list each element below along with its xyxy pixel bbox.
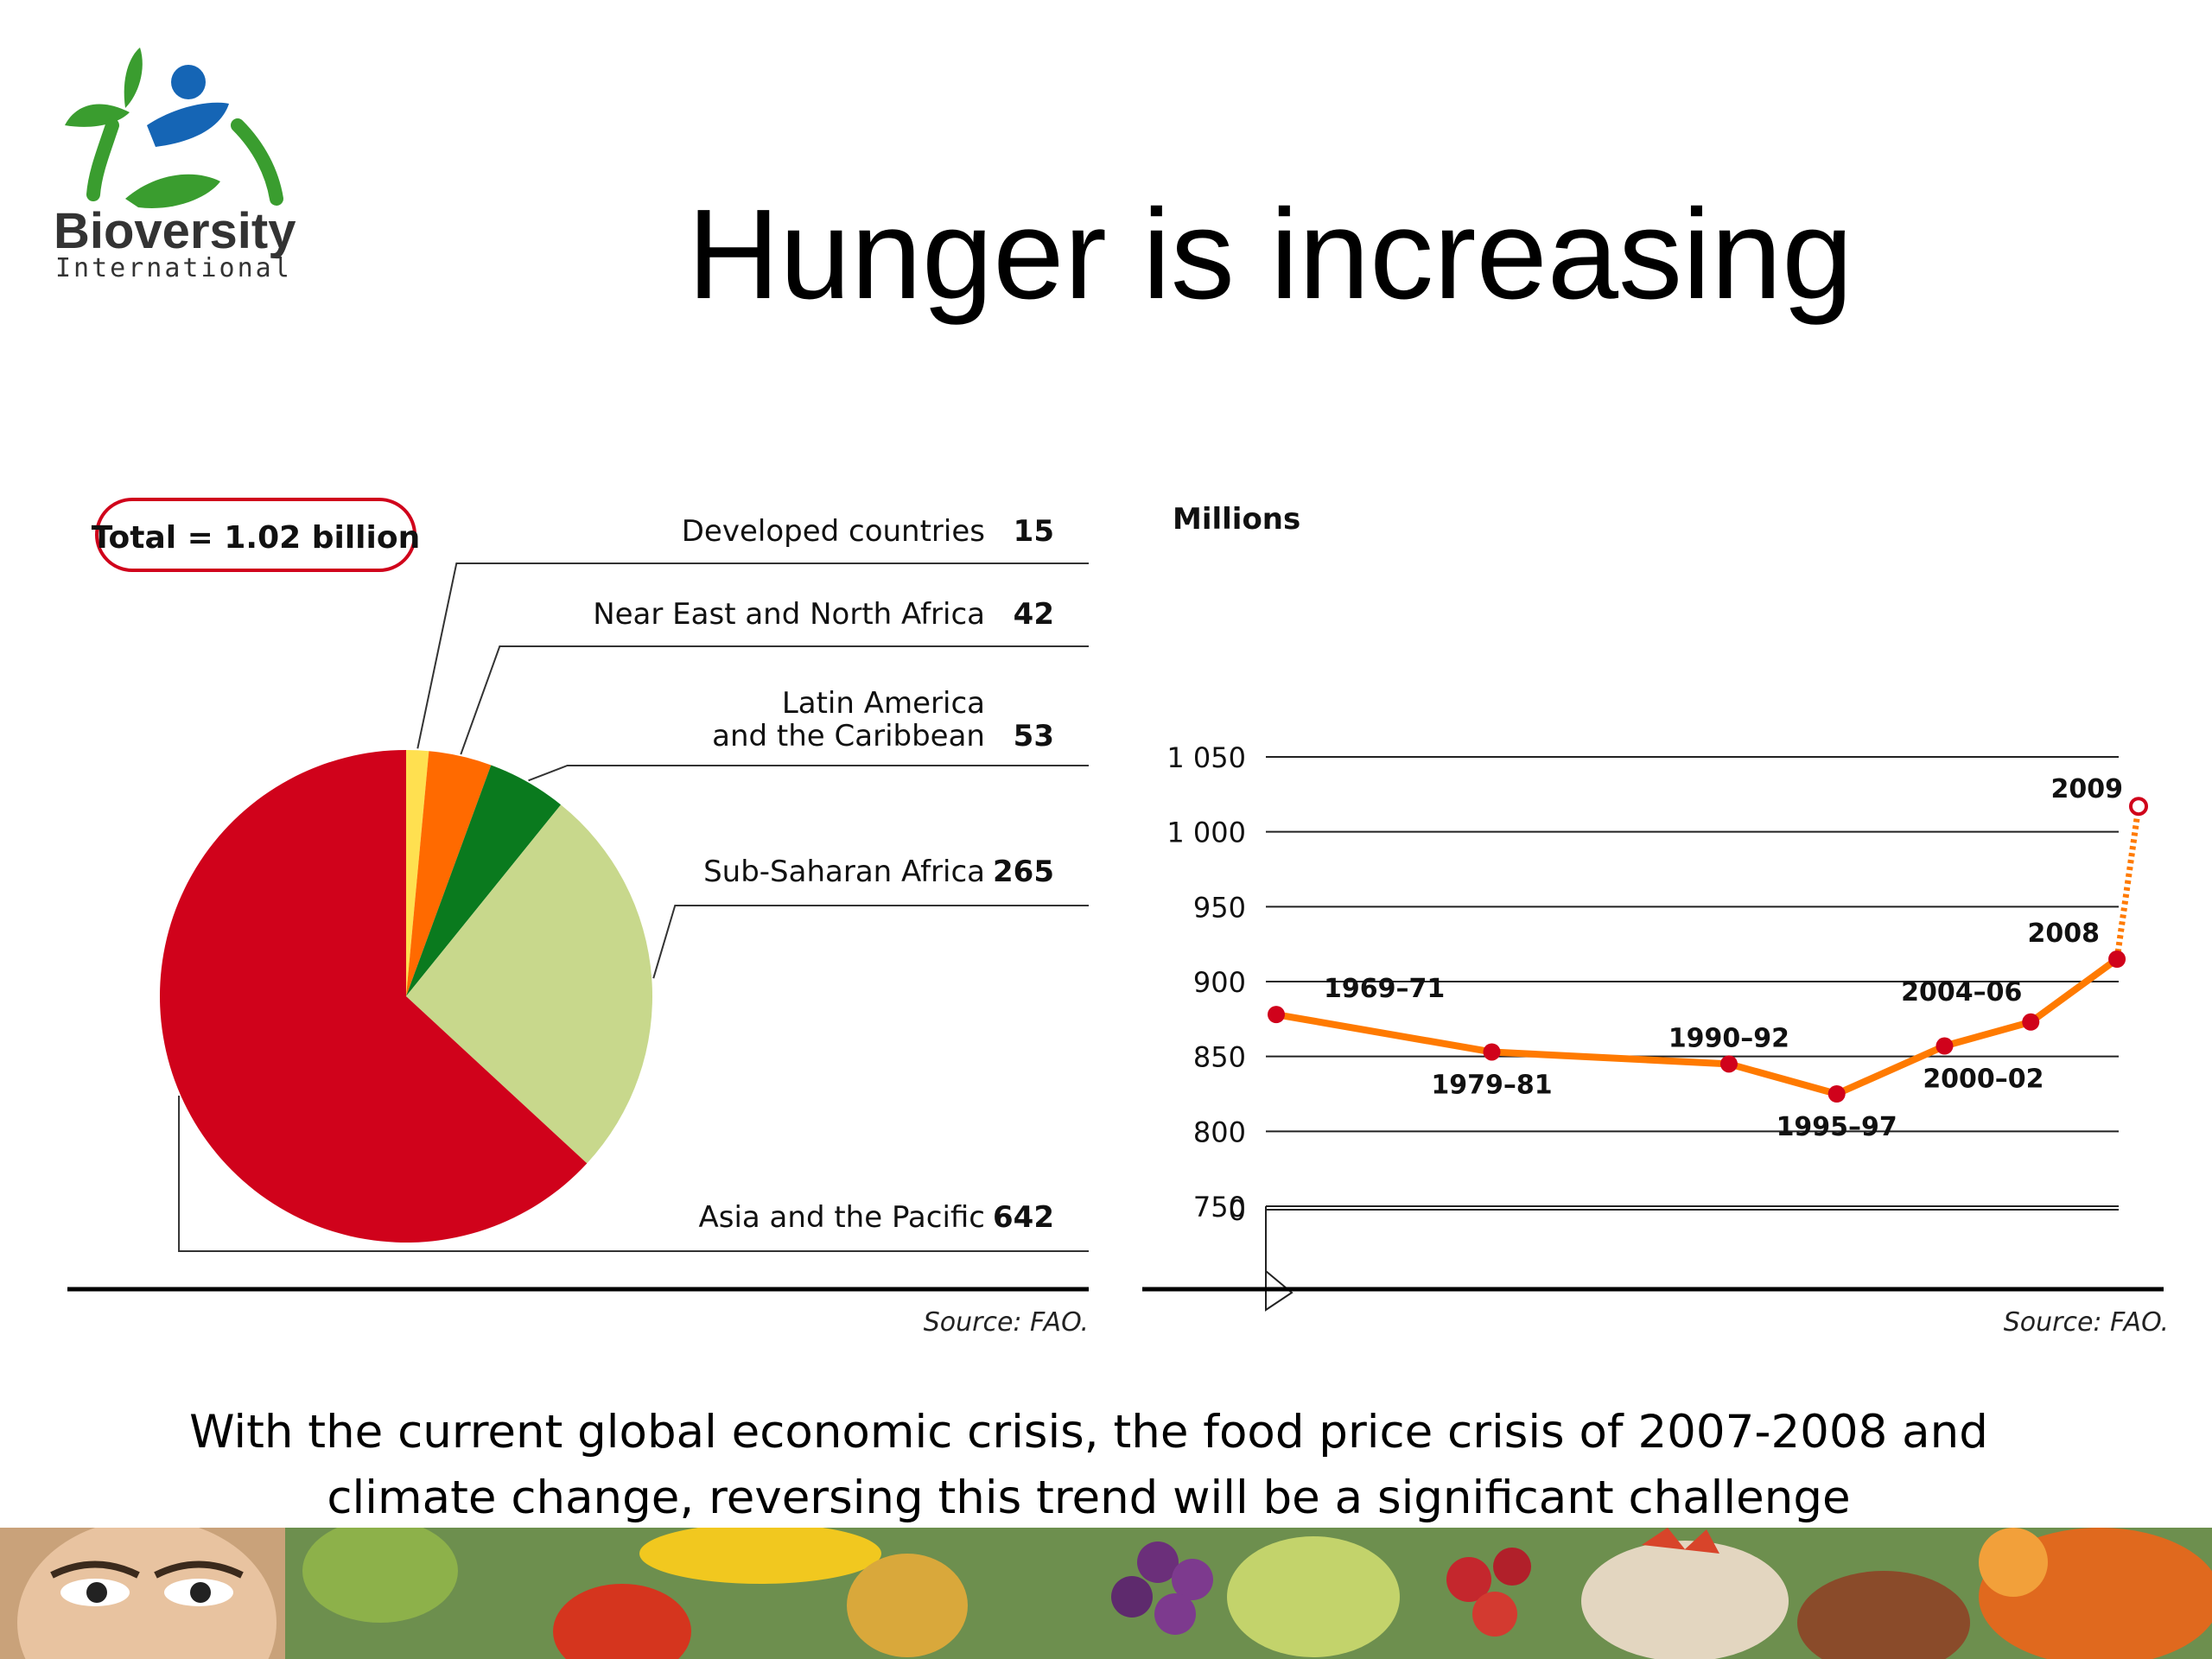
point-label: 2008	[2028, 918, 2101, 949]
pie-chart: Total = 1.02 billion Developed countries…	[67, 498, 1089, 1338]
axis-break	[1265, 1206, 1294, 1312]
point-label: 2004–06	[1901, 977, 2022, 1007]
point-label: 1995–97	[1777, 1112, 1897, 1142]
total-label: Total = 1.02 billion	[92, 520, 420, 556]
line-series: 1969–71 1979–81 1990–92 1995–97 2000–02 2004–…	[1268, 774, 2148, 1142]
pie-slice-0	[406, 750, 429, 996]
y-tick-label: 900	[1193, 966, 1246, 999]
data-point	[2022, 1013, 2040, 1031]
pie-labels: Developed countries 15 Near East and North…	[593, 514, 1054, 1235]
y-axis-label: Millions	[1173, 502, 1300, 537]
data-point	[1268, 1006, 1285, 1024]
slide-caption: With the current global economic crisis,…	[104, 1400, 2074, 1531]
y-tick-label: 800	[1193, 1116, 1246, 1148]
y-tick-label: 750	[1193, 1191, 1246, 1224]
pie-leader-line-0	[416, 563, 1089, 749]
data-point	[1719, 1055, 1738, 1073]
projection-line	[2113, 805, 2142, 960]
point-label: 2000–02	[1923, 1065, 2044, 1095]
total-badge	[95, 498, 416, 572]
point-label: 1979–81	[1431, 1070, 1552, 1100]
bioversity-logo: Bioversity International	[54, 48, 296, 283]
banana-icon	[639, 1528, 881, 1584]
tomato-icon	[553, 1584, 691, 1659]
data-point	[1483, 1043, 1501, 1061]
berries-icon	[1446, 1557, 1491, 1602]
painted-food-banner	[0, 1528, 2212, 1659]
pie-category-label: and the Caribbean	[712, 719, 985, 753]
face-icon	[17, 1528, 276, 1659]
pie-slice-4	[159, 750, 588, 1243]
cabbage-icon	[1227, 1536, 1400, 1657]
y-tick-label: 0	[1229, 1194, 1246, 1227]
pie-category-label: Latin America	[782, 686, 985, 721]
rooster-icon	[1581, 1541, 1789, 1659]
logo-name: Bioversity	[54, 203, 296, 259]
pie-value-label: 642	[993, 1200, 1054, 1235]
projected-data-point	[2129, 797, 2148, 817]
pie-slice-1	[406, 751, 492, 996]
slide-title: Hunger is increasing	[687, 183, 1853, 326]
figure-head-icon	[171, 65, 206, 99]
data-point	[1936, 1037, 1954, 1055]
point-label: 1969–71	[1324, 974, 1445, 1004]
pie-value-label: 15	[1014, 514, 1054, 549]
y-tick-label: 950	[1193, 891, 1246, 924]
pie-slice-3	[406, 804, 652, 1164]
pie-leader-line-4	[178, 1096, 1089, 1252]
pie-value-label: 42	[1014, 597, 1054, 632]
y-tick-label: 850	[1193, 1041, 1246, 1074]
caption-line-2: climate change, reversing this trend wil…	[327, 1471, 1851, 1524]
pie-category-label: Near East and North Africa	[593, 597, 985, 632]
pie-leader-line-2	[528, 765, 1089, 782]
logo-subname: International	[55, 253, 292, 283]
y-tick-label: 1 050	[1166, 741, 1246, 774]
grapes-icon	[1137, 1541, 1179, 1583]
pie-value-label: 53	[1014, 719, 1054, 753]
pie-leader-line-1	[460, 645, 1089, 755]
y-tick-label: 1 000	[1166, 817, 1246, 849]
pie-leader-lines	[178, 563, 1089, 1252]
point-label: 1990–92	[1669, 1023, 1789, 1053]
pie-category-label: Sub-Saharan Africa	[703, 855, 985, 889]
pie-slice-2	[406, 765, 562, 996]
pie-source: Source: FAO.	[924, 1307, 1089, 1338]
pie-category-label: Developed countries	[682, 514, 985, 549]
leaf-icon	[65, 104, 130, 127]
line-source: Source: FAO.	[2004, 1307, 2169, 1338]
point-label: 2009	[2051, 774, 2124, 804]
caption-line-1: With the current global economic crisis,…	[189, 1406, 1988, 1459]
pie-value-label: 265	[993, 855, 1054, 889]
pie-slices	[159, 750, 652, 1243]
data-point	[1827, 1085, 1846, 1103]
data-point	[2108, 950, 2126, 968]
pie-category-label: Asia and the Pacific	[699, 1200, 986, 1235]
pie-leader-line-3	[652, 905, 1089, 979]
